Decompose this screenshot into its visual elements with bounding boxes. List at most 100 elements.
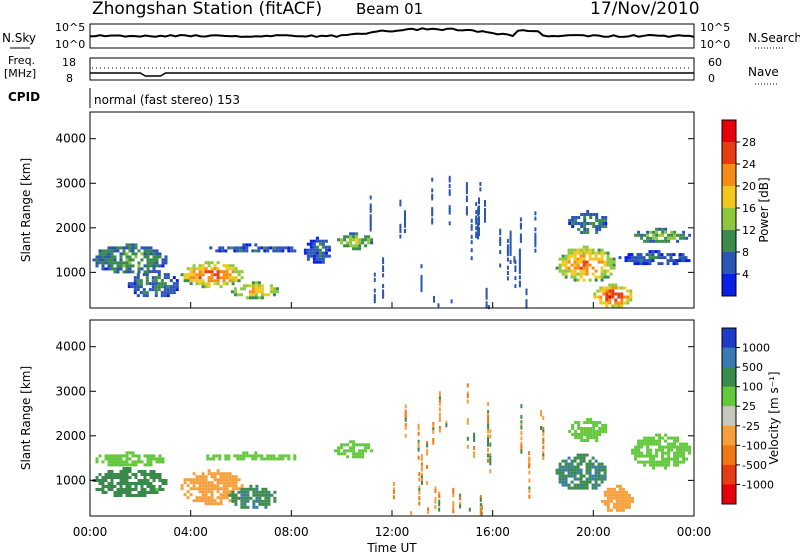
heatmap-cell [284, 454, 288, 458]
heatmap-cell [418, 485, 421, 490]
heatmap-cell [612, 260, 616, 264]
heatmap-cell [646, 451, 650, 455]
heatmap-cell [116, 267, 120, 271]
heatmap-cell [564, 266, 568, 270]
heatmap-cell [667, 445, 671, 449]
x-tick-label: 08:00 [274, 525, 309, 539]
heatmap-cell [189, 267, 193, 271]
heatmap-cell [369, 214, 372, 219]
heatmap-cell [597, 468, 601, 472]
heatmap-cell [236, 454, 240, 458]
heatmap-cell [101, 264, 105, 268]
heatmap-cell [579, 483, 583, 487]
heatmap-cell [506, 265, 509, 270]
heatmap-cell [257, 246, 261, 250]
heatmap-cell [216, 490, 220, 494]
heatmap-cell [631, 448, 635, 452]
heatmap-cell [579, 459, 583, 463]
heatmap-cell [251, 249, 255, 253]
heatmap-cell [107, 476, 111, 479]
heatmap-cell [627, 259, 631, 263]
heatmap-cell [399, 234, 402, 239]
heatmap-cell [576, 471, 580, 475]
heatmap-cell [275, 290, 279, 294]
heatmap-cell [427, 510, 430, 515]
heatmap-cell [514, 284, 517, 289]
heatmap-cell [113, 454, 117, 458]
heatmap-cell [615, 499, 619, 503]
heatmap-cell [658, 460, 662, 464]
heatmap-cell [346, 455, 350, 459]
heatmap-cell [315, 260, 319, 264]
heatmap-cell [582, 483, 586, 487]
heatmap-cell [136, 276, 140, 280]
heatmap-cell [649, 239, 653, 243]
heatmap-cell [600, 477, 604, 481]
heatmap-cell [382, 268, 385, 272]
heatmap-cell [146, 264, 150, 268]
heatmap-cell [646, 448, 650, 452]
heatmap-cell [582, 263, 586, 267]
heatmap-cell [620, 295, 624, 299]
heatmap-cell [163, 282, 167, 286]
heatmap-cell [564, 462, 568, 466]
heatmap-cell [663, 256, 667, 260]
heatmap-cell [119, 460, 123, 464]
heatmap-cell [222, 478, 226, 482]
heatmap-cell [399, 199, 402, 204]
heatmap-cell [201, 279, 205, 283]
heatmap-cell [598, 433, 602, 436]
heatmap-cell [606, 496, 610, 500]
heatmap-cell [664, 445, 668, 449]
heatmap-cell [149, 261, 153, 265]
heatmap-cell [620, 304, 624, 308]
heatmap-cell [107, 485, 111, 488]
heatmap-cell [615, 496, 619, 500]
heatmap-cell [125, 243, 129, 247]
velocity-colorbar-label: Velocity [m s⁻¹] [767, 371, 781, 464]
heatmap-cell [567, 462, 571, 466]
heatmap-cell [640, 233, 644, 237]
heatmap-cell [470, 218, 473, 223]
heatmap-cell [679, 451, 683, 455]
heatmap-cell [576, 462, 580, 466]
heatmap-cell [459, 504, 462, 509]
heatmap-cell [172, 291, 176, 295]
heatmap-cell [649, 451, 653, 455]
heatmap-cell [636, 259, 640, 263]
heatmap-cell [627, 496, 631, 500]
heatmap-cell [149, 249, 153, 253]
heatmap-cell [242, 287, 246, 291]
heatmap-cell [611, 286, 615, 290]
heatmap-cell [269, 287, 273, 291]
heatmap-cell [134, 243, 138, 247]
heatmap-cell [119, 246, 123, 250]
heatmap-cell [580, 436, 584, 439]
heatmap-cell [161, 258, 165, 262]
heatmap-cell [143, 482, 147, 485]
heatmap-cell [148, 270, 152, 274]
heatmap-cell [382, 294, 385, 299]
heatmap-cell [125, 488, 129, 491]
heatmap-cell [240, 502, 244, 506]
heatmap-cell [479, 505, 482, 510]
heatmap-cell [601, 216, 605, 219]
heatmap-cell [418, 488, 421, 493]
heatmap-cell [225, 475, 229, 479]
heatmap-cell [485, 301, 488, 306]
heatmap-cell [528, 464, 531, 469]
heatmap-cell [227, 246, 231, 250]
heatmap-cell [649, 460, 653, 464]
heatmap-cell [525, 288, 528, 293]
heatmap-cell [468, 507, 471, 512]
heatmap-cell [204, 499, 208, 503]
x-tick-label: 00:00 [73, 525, 108, 539]
heatmap-cell [669, 256, 673, 260]
heatmap-cell [145, 279, 149, 283]
heatmap-cell [514, 260, 517, 265]
heatmap-cell [673, 439, 677, 443]
heatmap-cell [267, 499, 271, 503]
heatmap-cell [434, 499, 437, 504]
heatmap-cell [673, 445, 677, 449]
heatmap-cell [573, 278, 577, 282]
